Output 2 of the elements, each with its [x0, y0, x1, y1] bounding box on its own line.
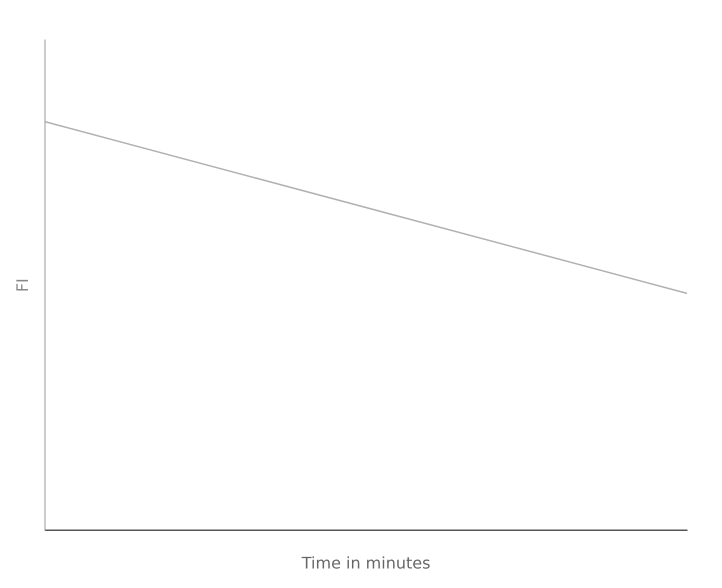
y-axis-title: FI	[12, 278, 32, 292]
x-axis-title: Time in minutes	[300, 554, 430, 573]
